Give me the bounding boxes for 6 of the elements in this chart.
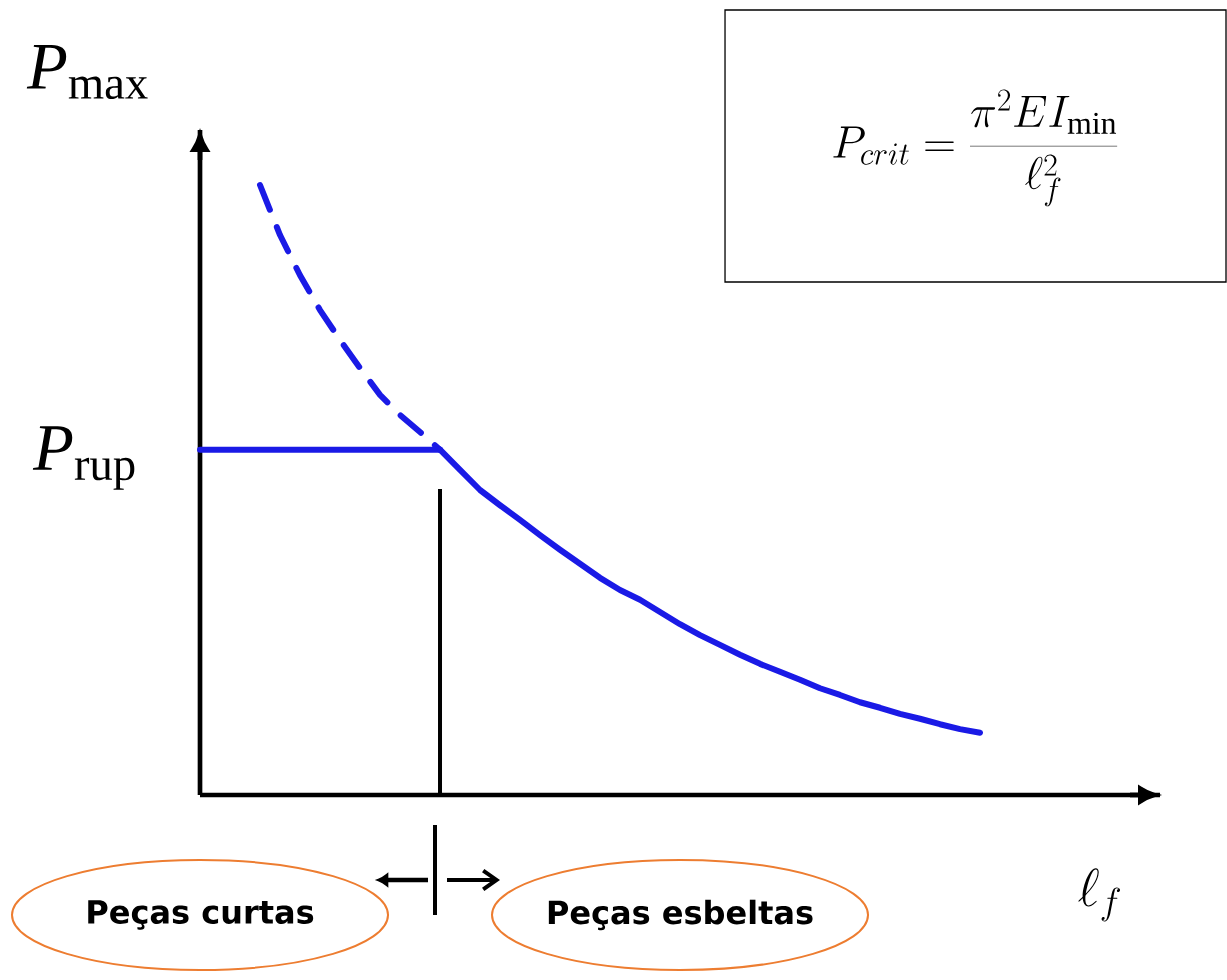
annotation: $P_{crit} = \frac{\pi^2 EI_{\min}}{\ell_f^2}$: [833, 89, 1118, 207]
text: P$_{rup}$: [32, 426, 135, 490]
text: Peças curtas: [88, 900, 314, 930]
y-axis-title: P$_{max}$: [26, 44, 148, 100]
text: $\ell_f$: [1078, 868, 1121, 922]
text: Peças esbeltas: [548, 899, 813, 931]
